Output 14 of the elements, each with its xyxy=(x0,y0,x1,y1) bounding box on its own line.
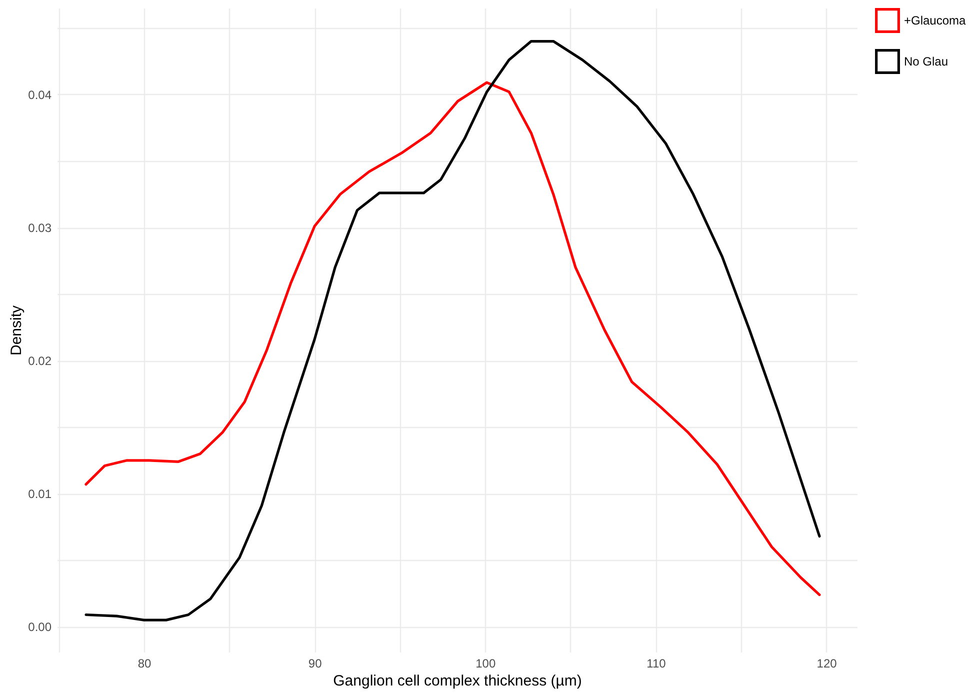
y-tick-label: 0.02 xyxy=(28,354,52,368)
y-tick-label: 0.03 xyxy=(28,221,52,236)
x-tick-label: 120 xyxy=(816,656,838,670)
legend-label: +Glaucoma xyxy=(904,14,966,28)
y-tick-label: 0.04 xyxy=(28,88,52,102)
x-tick-label: 80 xyxy=(138,656,152,670)
y-axis-title: Density xyxy=(8,305,26,356)
y-tick-label: 0.00 xyxy=(28,620,52,634)
x-tick-label: 100 xyxy=(476,656,496,670)
y-tick-label: 0.01 xyxy=(28,487,52,502)
x-axis-title: Ganglion cell complex thickness (µm) xyxy=(333,672,582,690)
legend-label: No Glau xyxy=(904,54,948,68)
x-tick-label: 90 xyxy=(308,656,322,670)
x-tick-label: 110 xyxy=(646,656,666,670)
